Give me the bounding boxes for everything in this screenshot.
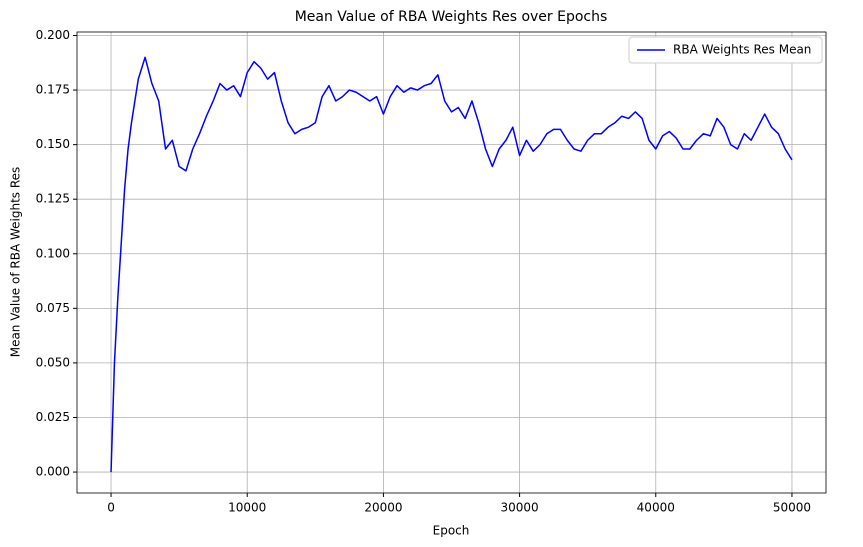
y-axis-label: Mean Value of RBA Weights Res — [9, 167, 23, 358]
y-tick-label: 0.125 — [36, 192, 70, 206]
legend: RBA Weights Res Mean — [628, 36, 823, 64]
x-axis-label: Epoch — [433, 524, 470, 538]
y-tick-label: 0.200 — [36, 28, 70, 42]
legend-label: RBA Weights Res Mean — [673, 43, 811, 57]
legend-frame — [628, 36, 823, 64]
x-tick-label: 0 — [107, 501, 115, 515]
y-tick-label: 0.050 — [36, 355, 70, 369]
x-tick-label: 20000 — [364, 501, 402, 515]
y-tick-label: 0.175 — [36, 83, 70, 97]
y-tick-label: 0.025 — [36, 410, 70, 424]
x-tick-label: 10000 — [228, 501, 266, 515]
x-tick-label: 50000 — [773, 501, 811, 515]
chart-title: Mean Value of RBA Weights Res over Epoch… — [295, 9, 608, 25]
y-tick-label: 0.075 — [36, 301, 70, 315]
x-tick-label: 30000 — [500, 501, 538, 515]
plot-frame — [76, 31, 827, 494]
y-tick-label: 0.000 — [36, 465, 70, 479]
y-tick-label: 0.150 — [36, 137, 70, 151]
data-line — [110, 56, 793, 473]
y-tick-label: 0.100 — [36, 246, 70, 260]
x-tick-label: 40000 — [637, 501, 675, 515]
